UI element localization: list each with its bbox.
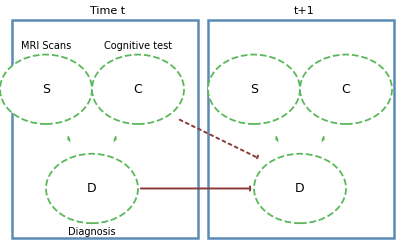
Text: D: D — [295, 182, 305, 195]
Text: Diagnosis: Diagnosis — [68, 227, 116, 237]
Ellipse shape — [254, 154, 346, 223]
Ellipse shape — [46, 154, 138, 223]
Ellipse shape — [300, 55, 392, 124]
Text: S: S — [42, 83, 50, 96]
Ellipse shape — [208, 55, 300, 124]
Text: MRI Scans: MRI Scans — [21, 41, 71, 51]
Text: t+1: t+1 — [294, 6, 314, 16]
Text: S: S — [250, 83, 258, 96]
Text: C: C — [134, 83, 142, 96]
Ellipse shape — [92, 55, 184, 124]
Text: C: C — [342, 83, 350, 96]
Text: Cognitive test: Cognitive test — [104, 41, 172, 51]
FancyBboxPatch shape — [12, 20, 198, 238]
Text: Time t: Time t — [90, 6, 126, 16]
FancyBboxPatch shape — [208, 20, 394, 238]
Text: D: D — [87, 182, 97, 195]
Ellipse shape — [0, 55, 92, 124]
